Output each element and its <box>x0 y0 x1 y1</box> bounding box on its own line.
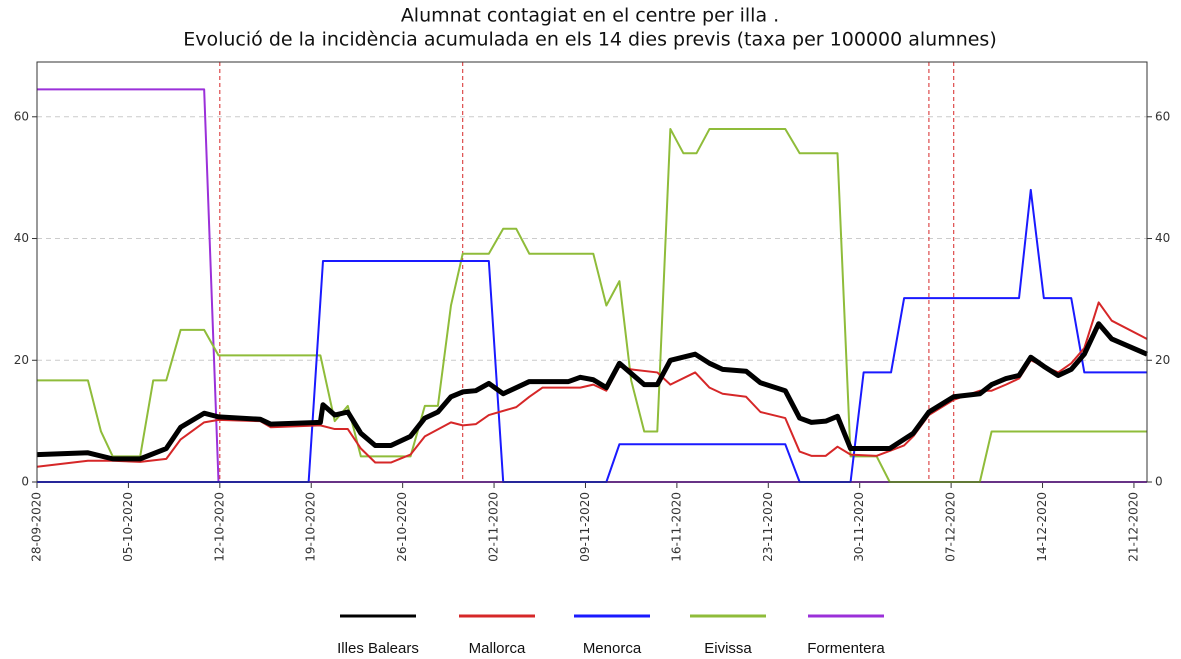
y2-tick-label: 60 <box>1155 109 1170 123</box>
legend-label: Eivissa <box>704 640 752 657</box>
x-tick-label: 28-09-2020 <box>30 492 44 562</box>
y2-tick-label: 0 <box>1155 475 1163 489</box>
y2-tick-label: 40 <box>1155 231 1170 245</box>
y-tick-label: 20 <box>14 353 29 367</box>
legend-label: Formentera <box>807 640 885 657</box>
plot-frame <box>36 61 1148 483</box>
series-line <box>36 321 1148 462</box>
legend-label: Menorca <box>583 640 642 657</box>
legend-label: Mallorca <box>469 640 526 657</box>
legend-label: Illes Balears <box>337 640 419 657</box>
chart-title: Alumnat contagiat en el centre per illa … <box>401 5 779 27</box>
x-tick-label: 19-10-2020 <box>304 492 318 562</box>
series-line <box>37 188 1147 483</box>
y-tick-label: 40 <box>14 231 29 245</box>
x-tick-label: 09-11-2020 <box>578 492 592 562</box>
x-tick-label: 07-12-2020 <box>944 492 958 562</box>
x-tick-label: 02-11-2020 <box>487 492 501 562</box>
x-tick-label: 30-11-2020 <box>852 492 866 562</box>
x-tick-label: 21-12-2020 <box>1126 492 1140 562</box>
series-line <box>37 127 1147 483</box>
x-tick-label: 26-10-2020 <box>395 492 409 562</box>
y-tick-label: 60 <box>14 109 29 123</box>
y2-tick-label: 20 <box>1155 353 1170 367</box>
x-tick-label: 23-11-2020 <box>761 492 775 562</box>
x-tick-label: 16-11-2020 <box>669 492 683 562</box>
x-tick-label: 14-12-2020 <box>1035 492 1049 562</box>
chart-subtitle: Evolució de la incidència acumulada en e… <box>183 29 997 51</box>
y-tick-label: 0 <box>21 475 29 489</box>
x-tick-label: 05-10-2020 <box>121 492 135 562</box>
series-line <box>36 301 1148 468</box>
x-tick-label: 12-10-2020 <box>212 492 226 562</box>
